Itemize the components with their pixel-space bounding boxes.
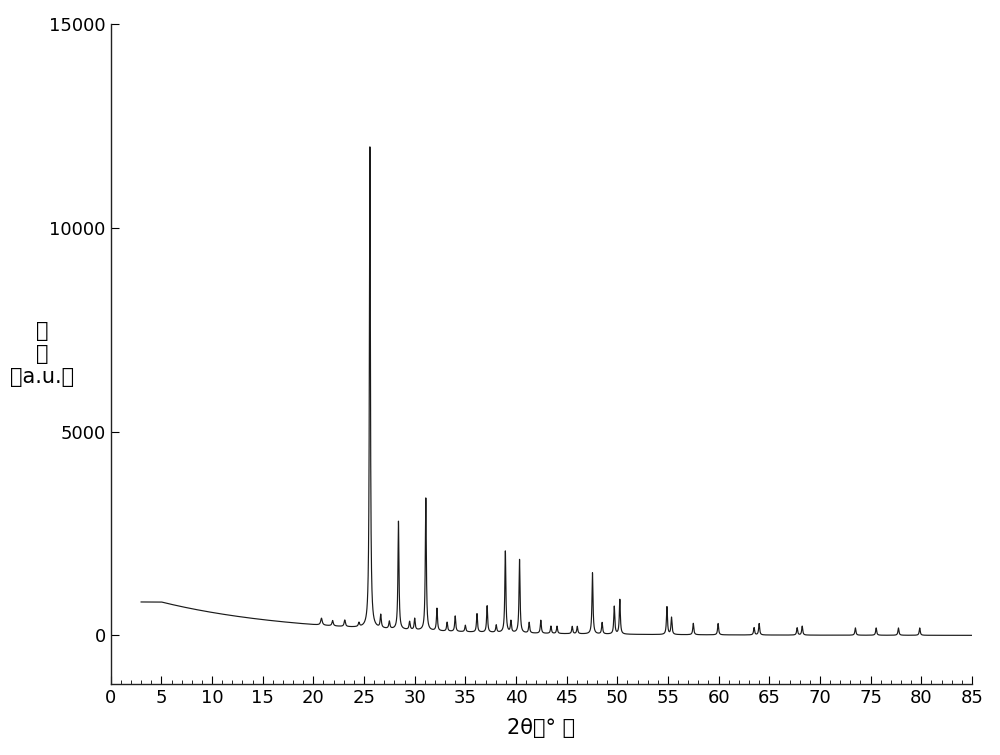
Text: 强
度
（a.u.）: 强 度 （a.u.） xyxy=(10,321,74,387)
X-axis label: 2θ（° ）: 2θ（° ） xyxy=(507,718,575,738)
